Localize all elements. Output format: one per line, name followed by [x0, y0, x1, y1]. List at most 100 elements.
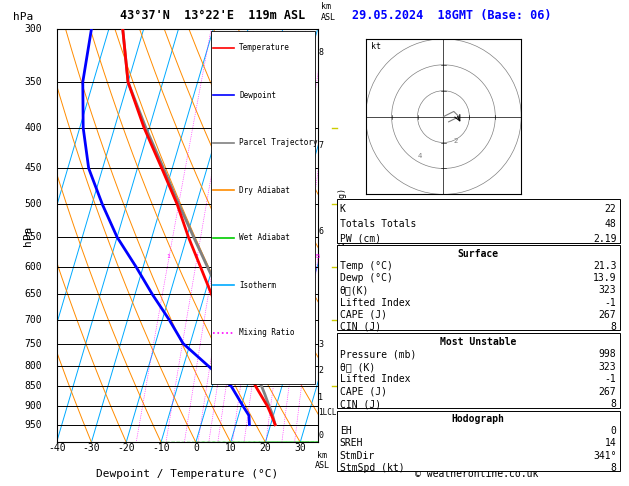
- Text: 600: 600: [25, 262, 42, 272]
- Text: SREH: SREH: [340, 438, 363, 449]
- Text: 10: 10: [267, 254, 274, 259]
- Text: 0: 0: [318, 431, 323, 440]
- Text: 2: 2: [454, 138, 458, 143]
- Text: Dry Adiabat: Dry Adiabat: [239, 186, 290, 195]
- Text: 48: 48: [604, 219, 616, 229]
- Text: km
ASL: km ASL: [321, 2, 336, 22]
- Text: 20: 20: [260, 443, 271, 452]
- Text: 500: 500: [25, 199, 42, 209]
- Text: 400: 400: [25, 123, 42, 133]
- Text: 5: 5: [235, 254, 239, 259]
- Text: Hodograph: Hodograph: [452, 414, 504, 424]
- Text: 10: 10: [225, 443, 237, 452]
- Text: 1: 1: [167, 254, 170, 259]
- Text: PW (cm): PW (cm): [340, 234, 381, 243]
- Text: 43°37'N  13°22'E  119m ASL: 43°37'N 13°22'E 119m ASL: [120, 9, 305, 22]
- Text: 8: 8: [611, 399, 616, 410]
- Text: CIN (J): CIN (J): [340, 322, 381, 332]
- Text: 850: 850: [25, 382, 42, 392]
- Text: 300: 300: [25, 24, 42, 34]
- Text: StmSpd (kt): StmSpd (kt): [340, 463, 404, 473]
- Text: 323: 323: [599, 362, 616, 372]
- Text: 2: 2: [318, 366, 323, 375]
- Text: 20: 20: [302, 254, 309, 259]
- Text: -1: -1: [604, 374, 616, 384]
- Text: 7: 7: [318, 141, 323, 150]
- Text: 950: 950: [25, 419, 42, 430]
- Text: θᴄ (K): θᴄ (K): [340, 362, 375, 372]
- Text: CAPE (J): CAPE (J): [340, 310, 387, 320]
- Text: CAPE (J): CAPE (J): [340, 387, 387, 397]
- Text: 998: 998: [599, 349, 616, 359]
- Text: hPa: hPa: [23, 226, 33, 246]
- Text: Temperature: Temperature: [239, 43, 290, 52]
- Text: 4: 4: [418, 153, 422, 159]
- Text: Isotherm: Isotherm: [239, 281, 276, 290]
- Text: θᴄ(K): θᴄ(K): [340, 285, 369, 295]
- Text: 1LCL: 1LCL: [318, 408, 337, 417]
- Text: Wet Adiabat: Wet Adiabat: [239, 233, 290, 243]
- Text: 450: 450: [25, 163, 42, 174]
- Text: kt: kt: [371, 42, 381, 51]
- Text: 21.3: 21.3: [593, 261, 616, 271]
- Text: -1: -1: [604, 297, 616, 308]
- Text: 2: 2: [195, 254, 199, 259]
- Text: Lifted Index: Lifted Index: [340, 374, 410, 384]
- Text: 8: 8: [611, 322, 616, 332]
- Text: 550: 550: [25, 232, 42, 242]
- Text: 1: 1: [318, 393, 323, 402]
- Text: Mixing Ratio (g/kg): Mixing Ratio (g/kg): [338, 188, 347, 283]
- Text: 8: 8: [257, 254, 261, 259]
- Text: 0: 0: [193, 443, 199, 452]
- Text: 3: 3: [212, 254, 216, 259]
- Text: Parcel Trajectory: Parcel Trajectory: [239, 138, 318, 147]
- Text: km
ASL: km ASL: [315, 451, 330, 470]
- Text: -20: -20: [118, 443, 135, 452]
- Text: 650: 650: [25, 290, 42, 299]
- Text: 0: 0: [611, 426, 616, 436]
- Text: 13.9: 13.9: [593, 273, 616, 283]
- Text: 22: 22: [604, 205, 616, 214]
- Text: hPa: hPa: [13, 12, 33, 22]
- Text: Most Unstable: Most Unstable: [440, 337, 516, 347]
- FancyBboxPatch shape: [211, 31, 315, 384]
- Text: Dewp (°C): Dewp (°C): [340, 273, 392, 283]
- Text: 6: 6: [243, 254, 247, 259]
- Text: 700: 700: [25, 315, 42, 325]
- Text: 800: 800: [25, 361, 42, 371]
- Text: Pressure (mb): Pressure (mb): [340, 349, 416, 359]
- Text: 3: 3: [318, 340, 323, 348]
- Text: Dewpoint / Temperature (°C): Dewpoint / Temperature (°C): [96, 469, 278, 479]
- Text: Totals Totals: Totals Totals: [340, 219, 416, 229]
- Text: Temp (°C): Temp (°C): [340, 261, 392, 271]
- Text: Mixing Ratio: Mixing Ratio: [239, 328, 295, 337]
- Text: 30: 30: [294, 443, 306, 452]
- Text: CIN (J): CIN (J): [340, 399, 381, 410]
- Text: Surface: Surface: [457, 249, 499, 259]
- Text: EH: EH: [340, 426, 352, 436]
- Text: 750: 750: [25, 339, 42, 348]
- Text: K: K: [340, 205, 345, 214]
- Text: 25: 25: [314, 254, 321, 259]
- Text: -30: -30: [82, 443, 100, 452]
- Text: StmDir: StmDir: [340, 451, 375, 461]
- Text: 900: 900: [25, 401, 42, 411]
- Text: Lifted Index: Lifted Index: [340, 297, 410, 308]
- Text: Dewpoint: Dewpoint: [239, 91, 276, 100]
- Text: 267: 267: [599, 310, 616, 320]
- Text: 8: 8: [318, 48, 323, 57]
- Text: 2.19: 2.19: [593, 234, 616, 243]
- Text: -40: -40: [48, 443, 65, 452]
- Text: 341°: 341°: [593, 451, 616, 461]
- Text: 29.05.2024  18GMT (Base: 06): 29.05.2024 18GMT (Base: 06): [352, 9, 552, 22]
- Text: © weatheronline.co.uk: © weatheronline.co.uk: [415, 469, 538, 479]
- Text: 8: 8: [611, 463, 616, 473]
- Text: 350: 350: [25, 77, 42, 87]
- Text: 14: 14: [604, 438, 616, 449]
- Text: 4: 4: [225, 254, 229, 259]
- Text: -10: -10: [152, 443, 170, 452]
- Text: 6: 6: [318, 227, 323, 236]
- Text: 15: 15: [287, 254, 294, 259]
- Text: 323: 323: [599, 285, 616, 295]
- Text: 267: 267: [599, 387, 616, 397]
